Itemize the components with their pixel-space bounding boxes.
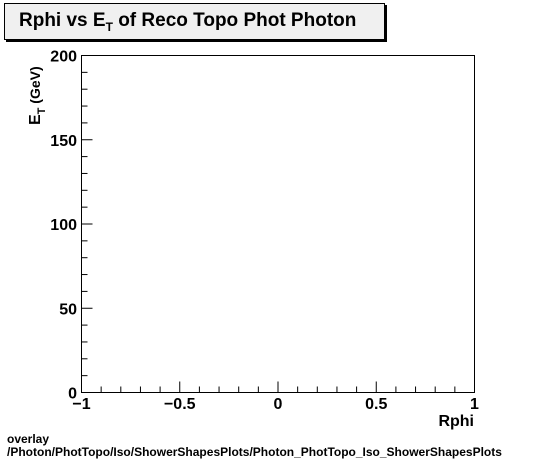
y-axis-label: ET (GeV) bbox=[27, 66, 48, 125]
plot-frame bbox=[81, 55, 475, 393]
footer-overlay-label: overlay bbox=[7, 432, 50, 446]
x-tick-label: −0.5 bbox=[164, 396, 196, 413]
y-axis-ticks bbox=[81, 55, 93, 393]
y-axis-tick-labels: 0 50 100 150 200 bbox=[50, 49, 77, 403]
chart-title-rest: of Reco Topo Phot Photon bbox=[112, 10, 357, 31]
chart-title-text: Rphi vs E bbox=[19, 10, 106, 31]
y-tick-label: 50 bbox=[59, 301, 77, 318]
x-axis-ticks bbox=[81, 381, 475, 393]
y-tick-label: 200 bbox=[50, 49, 77, 66]
footer-path: /Photon/PhotTopo/Iso/ShowerShapesPlots/P… bbox=[7, 445, 502, 459]
x-axis-label: Rphi bbox=[438, 413, 474, 430]
x-tick-label: 1 bbox=[470, 396, 479, 413]
y-tick-label: 0 bbox=[68, 386, 77, 403]
x-tick-label: 0.5 bbox=[365, 396, 387, 413]
x-tick-label: −1 bbox=[72, 396, 90, 413]
x-axis-tick-labels: −1 −0.5 0 0.5 1 bbox=[72, 396, 479, 413]
chart-title-subscript: T bbox=[105, 20, 113, 34]
footer: overlay /Photon/PhotTopo/Iso/ShowerShape… bbox=[7, 433, 502, 459]
y-tick-label: 150 bbox=[50, 133, 77, 150]
chart-title: Rphi vs ET of Reco Topo Phot Photon bbox=[4, 3, 385, 40]
y-tick-label: 100 bbox=[50, 217, 77, 234]
x-tick-label: 0 bbox=[274, 396, 283, 413]
